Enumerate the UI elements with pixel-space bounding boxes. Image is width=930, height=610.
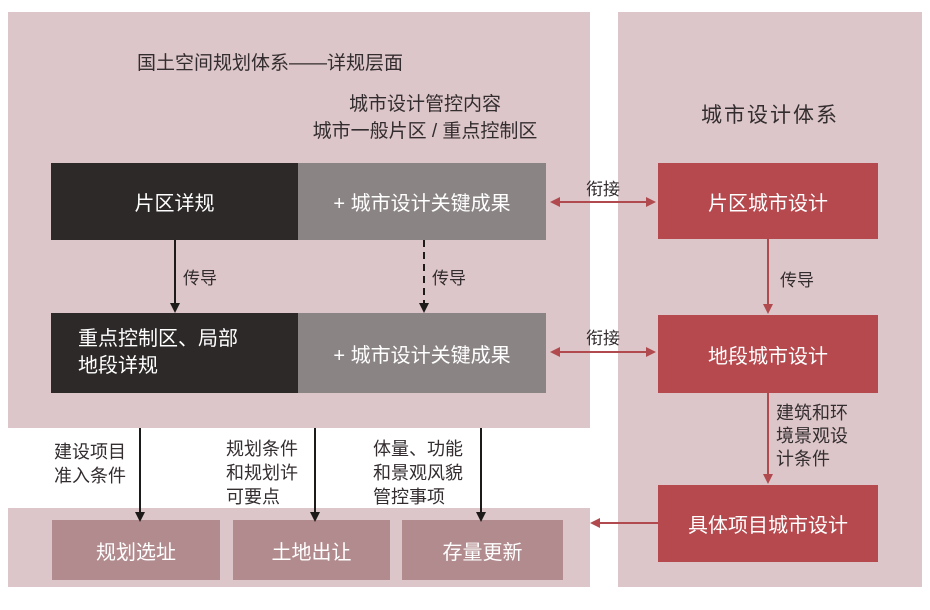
design-key-results-box-1: + 城市设计关键成果	[298, 163, 546, 240]
planning-condition-label: 规划条件 和规划许 可要点	[226, 439, 298, 507]
stock-renewal-box: 存量更新	[402, 520, 563, 580]
design-control-subtitle: 城市设计管控内容 城市一般片区 / 重点控制区	[312, 94, 538, 142]
volume-function-label: 体量、功能 和景观风貌 管控事项	[373, 439, 463, 507]
left-panel-title: 国土空间规划体系——详规层面	[137, 53, 404, 74]
transfer-label-2: 传导	[432, 269, 466, 288]
district-detailed-plan-box: 片区详规	[51, 163, 298, 240]
transfer-label-right: 传导	[780, 271, 814, 290]
arrowhead-left-icon	[590, 518, 600, 528]
right-panel-title: 城市设计体系	[701, 104, 839, 127]
land-transfer-box: 土地出让	[233, 520, 390, 580]
site-selection-box: 规划选址	[52, 520, 220, 580]
link-label-1: 衔接	[586, 180, 620, 199]
project-urban-design-box: 具体项目城市设计	[658, 485, 878, 562]
building-env-condition-label: 建筑和环 境景观设 计条件	[776, 403, 848, 469]
transfer-label-1: 传导	[183, 269, 217, 288]
entry-condition-label: 建设项目 准入条件	[54, 442, 126, 486]
design-key-results-box-2: + 城市设计关键成果	[298, 313, 546, 393]
district-urban-design-box: 片区城市设计	[658, 163, 878, 239]
link-label-2: 衔接	[586, 329, 620, 348]
key-control-area-plan-box: 重点控制区、局部 地段详规	[51, 313, 298, 393]
section-urban-design-box: 地段城市设计	[658, 315, 878, 393]
